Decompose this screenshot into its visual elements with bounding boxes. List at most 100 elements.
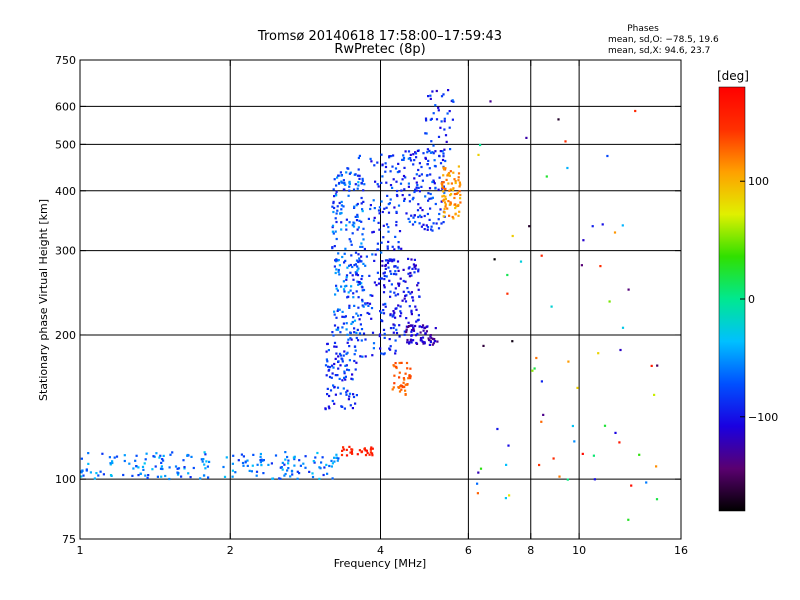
data-point (351, 274, 354, 277)
grid-lines (80, 60, 681, 539)
data-point (334, 293, 337, 296)
data-point (380, 181, 383, 184)
data-point (447, 200, 450, 203)
data-point (345, 391, 348, 394)
data-point (362, 288, 366, 292)
data-point (443, 187, 447, 191)
data-point (355, 204, 358, 207)
data-point (398, 230, 402, 233)
data-point (440, 95, 444, 98)
data-point (404, 383, 407, 386)
data-point (435, 222, 438, 225)
data-point (431, 90, 434, 93)
data-point (357, 260, 360, 263)
data-point (621, 326, 625, 329)
data-point (411, 324, 414, 327)
data-point (396, 266, 399, 269)
data-point (417, 288, 420, 291)
data-point (457, 204, 460, 207)
data-point (580, 264, 583, 267)
data-point (409, 377, 412, 380)
data-point (335, 453, 338, 456)
data-point (394, 235, 397, 238)
data-point (182, 459, 185, 462)
data-point (346, 368, 349, 371)
data-point (255, 470, 259, 473)
data-point (394, 307, 397, 310)
data-point (389, 184, 393, 187)
data-point (333, 345, 336, 348)
data-point (429, 340, 432, 343)
data-point (102, 473, 105, 476)
data-point (408, 341, 411, 344)
data-point (405, 294, 408, 297)
data-point (593, 478, 596, 481)
data-point (405, 317, 408, 320)
data-point (428, 343, 431, 346)
data-point (313, 461, 316, 464)
data-point (421, 179, 424, 182)
data-point (283, 474, 286, 477)
data-point (364, 449, 367, 452)
data-point (183, 466, 186, 469)
data-point (357, 181, 360, 184)
data-point (432, 112, 435, 115)
data-point (459, 201, 462, 204)
data-point (176, 473, 180, 476)
data-point (89, 471, 92, 474)
data-point (234, 471, 237, 474)
data-point (354, 368, 357, 371)
data-point (378, 212, 381, 215)
data-point (452, 171, 455, 174)
data-point (369, 157, 372, 160)
data-point (330, 465, 333, 468)
data-point (328, 368, 331, 371)
data-point (410, 291, 413, 294)
data-point (270, 462, 273, 465)
x-tick-label: 2 (227, 544, 234, 557)
data-point (356, 215, 359, 218)
data-point (259, 452, 262, 456)
data-point (327, 405, 330, 408)
data-point (380, 153, 383, 156)
data-point (427, 337, 430, 340)
data-point (351, 321, 354, 324)
data-point (338, 308, 341, 311)
data-point (550, 305, 553, 308)
data-point (446, 112, 449, 115)
data-point (383, 278, 386, 281)
data-point (352, 278, 355, 281)
data-point (393, 265, 396, 268)
data-point (393, 382, 396, 385)
data-point (356, 265, 359, 268)
data-point (412, 329, 416, 332)
data-point (337, 355, 340, 358)
data-point (406, 383, 409, 386)
data-point (137, 466, 140, 469)
data-point (377, 185, 380, 188)
data-point (383, 207, 386, 210)
data-point (378, 333, 382, 336)
data-point (296, 477, 299, 480)
data-point (371, 354, 374, 357)
data-point (144, 474, 147, 477)
data-point (408, 374, 411, 377)
data-point (382, 224, 385, 227)
cluster-trace-3 (379, 257, 422, 336)
data-point (409, 157, 412, 160)
data-point (519, 260, 523, 263)
data-point (451, 118, 454, 121)
data-point (345, 276, 348, 279)
data-point (338, 181, 341, 185)
y-tick-label: 400 (55, 185, 76, 198)
data-point (417, 168, 420, 172)
data-point (447, 173, 450, 176)
data-point (190, 455, 193, 458)
data-point (391, 186, 394, 189)
data-point (418, 214, 422, 217)
data-point (326, 342, 329, 345)
data-point (353, 327, 356, 330)
data-point (634, 109, 637, 113)
data-point (393, 324, 396, 327)
data-point (418, 222, 421, 225)
